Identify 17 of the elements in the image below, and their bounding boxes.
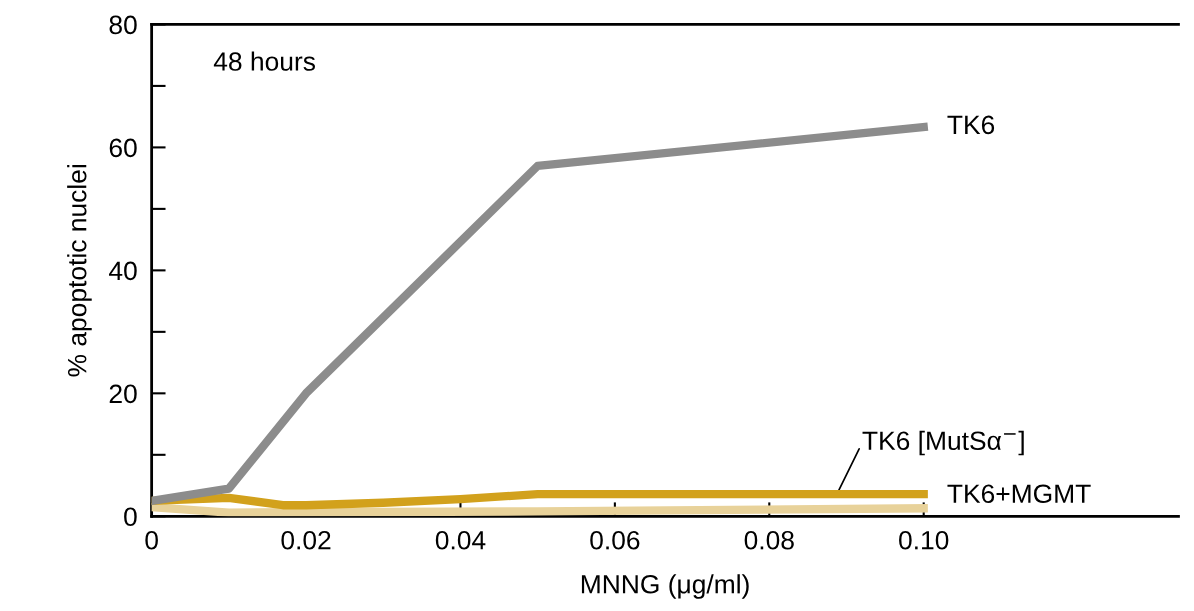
x-tick-label: 0.06 xyxy=(590,530,640,550)
series-label: TK6 xyxy=(947,115,995,135)
y-tick-label: 0 xyxy=(124,507,137,527)
y-tick-label: 20 xyxy=(109,384,137,404)
y-tick-label: 80 xyxy=(109,15,137,35)
series-label: TK6 [MutSα$^{−}$] xyxy=(862,430,1024,456)
x-tick-label: 0.10 xyxy=(899,530,949,550)
x-tick-label: 0.04 xyxy=(435,530,486,550)
y-axis-title: % apoptotic nuclei xyxy=(67,165,92,377)
x-tick-label: 0 xyxy=(145,530,158,550)
x-axis-title: MNNG (μg/ml) xyxy=(581,574,749,599)
x-tick-label: 0.08 xyxy=(744,530,794,550)
annotation: 48 hours xyxy=(213,51,315,71)
x-tick-label: 0.02 xyxy=(281,530,331,550)
series-label: TK6+MGMT xyxy=(947,484,1091,504)
y-tick-label: 40 xyxy=(109,261,137,281)
y-tick-label: 60 xyxy=(109,138,137,158)
